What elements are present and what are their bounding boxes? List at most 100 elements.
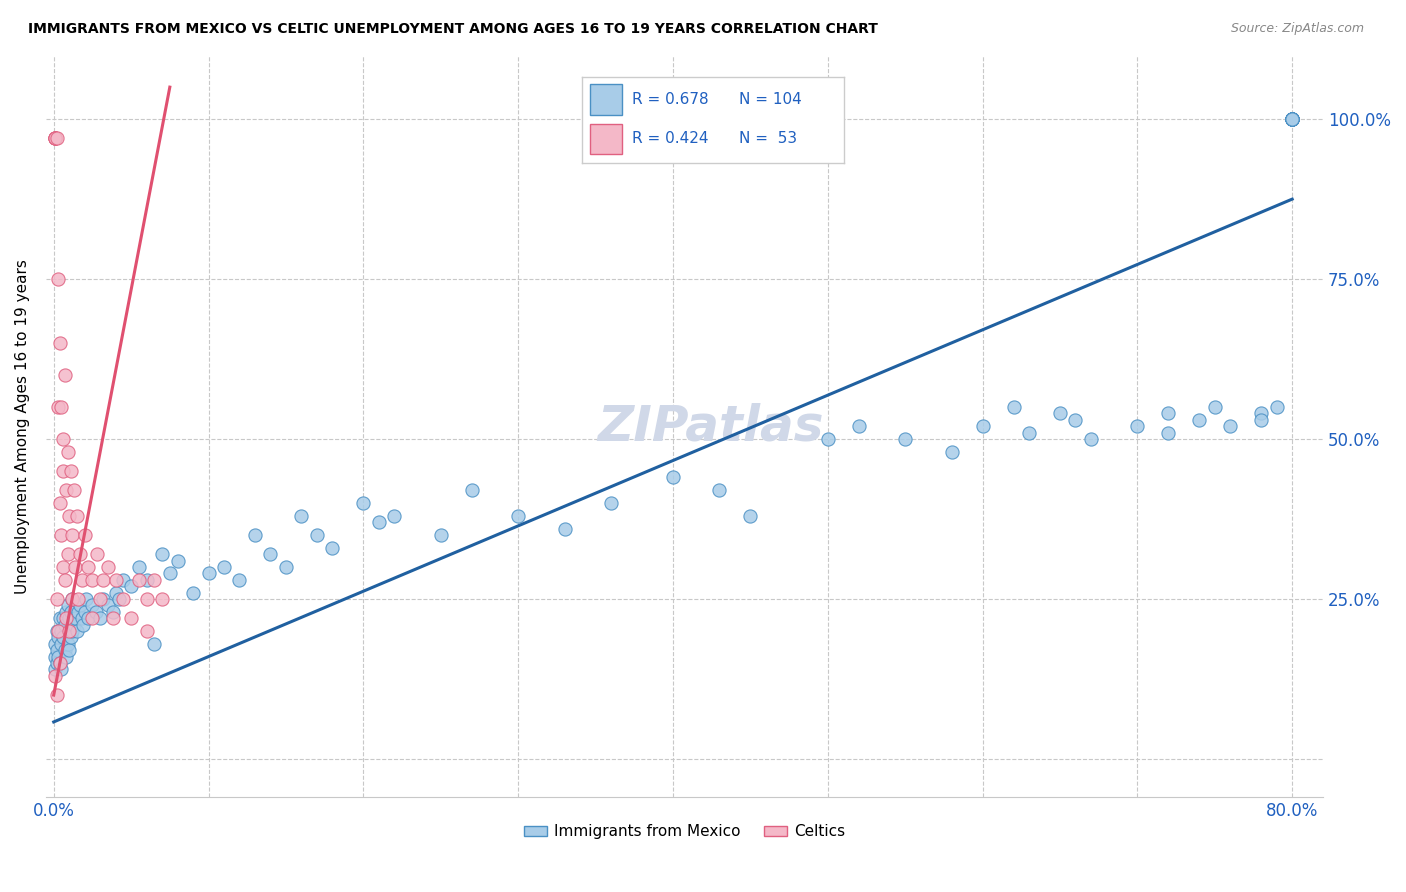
Point xyxy=(53,368,76,383)
Point xyxy=(60,528,83,542)
Point xyxy=(72,617,94,632)
Point xyxy=(59,605,82,619)
Point xyxy=(1281,112,1303,127)
Point xyxy=(55,483,77,498)
Point xyxy=(709,483,731,498)
Point xyxy=(45,592,67,607)
Point xyxy=(45,131,67,145)
Point xyxy=(1281,112,1303,127)
Point xyxy=(352,496,374,510)
Point xyxy=(290,508,312,523)
Point xyxy=(274,560,297,574)
Point xyxy=(59,631,82,645)
Point xyxy=(63,483,86,498)
Point xyxy=(135,624,157,638)
Point xyxy=(51,637,73,651)
Point xyxy=(1064,413,1087,427)
Point xyxy=(89,592,111,607)
Point xyxy=(58,508,80,523)
Point xyxy=(51,400,73,414)
Point xyxy=(554,522,576,536)
Point xyxy=(82,611,104,625)
Text: ZIPatlas: ZIPatlas xyxy=(598,402,824,450)
Point xyxy=(135,592,157,607)
Point xyxy=(1250,407,1272,421)
Point xyxy=(143,637,166,651)
Point xyxy=(53,573,76,587)
Point xyxy=(1157,407,1180,421)
Point xyxy=(48,400,70,414)
Point xyxy=(894,432,917,446)
Point xyxy=(321,541,343,555)
Point xyxy=(243,528,266,542)
Point xyxy=(48,624,70,638)
Point xyxy=(181,585,204,599)
Point xyxy=(1204,400,1226,414)
Point xyxy=(1281,112,1303,127)
Point xyxy=(101,611,124,625)
Point xyxy=(1281,112,1303,127)
Point xyxy=(44,131,66,145)
Point xyxy=(112,573,135,587)
Point xyxy=(53,643,76,657)
Point xyxy=(1281,112,1303,127)
Point xyxy=(1281,112,1303,127)
Point xyxy=(848,419,870,434)
Point xyxy=(740,508,762,523)
Point xyxy=(1002,400,1025,414)
Point xyxy=(49,496,72,510)
Point xyxy=(58,643,80,657)
Point xyxy=(166,554,188,568)
Point xyxy=(150,592,173,607)
Point xyxy=(429,528,451,542)
Point xyxy=(159,566,181,581)
Point xyxy=(150,547,173,561)
Point xyxy=(66,508,89,523)
Point xyxy=(65,560,87,574)
Point xyxy=(89,611,111,625)
Point xyxy=(107,592,129,607)
Point xyxy=(44,131,66,145)
Text: Source: ZipAtlas.com: Source: ZipAtlas.com xyxy=(1230,22,1364,36)
Point xyxy=(228,573,250,587)
Point xyxy=(75,592,97,607)
Point xyxy=(67,605,90,619)
Point xyxy=(1126,419,1149,434)
Point xyxy=(51,624,73,638)
Point xyxy=(91,573,114,587)
Point xyxy=(1219,419,1241,434)
Point xyxy=(1188,413,1211,427)
Point xyxy=(49,656,72,670)
Point xyxy=(65,611,87,625)
Point xyxy=(44,131,66,145)
Point xyxy=(45,624,67,638)
Point xyxy=(56,637,79,651)
Point xyxy=(60,624,83,638)
Point xyxy=(60,592,83,607)
Point xyxy=(120,579,142,593)
Point xyxy=(1157,425,1180,440)
Point xyxy=(60,592,83,607)
Legend: Immigrants from Mexico, Celtics: Immigrants from Mexico, Celtics xyxy=(517,818,852,846)
Text: IMMIGRANTS FROM MEXICO VS CELTIC UNEMPLOYMENT AMONG AGES 16 TO 19 YEARS CORRELAT: IMMIGRANTS FROM MEXICO VS CELTIC UNEMPLO… xyxy=(28,22,877,37)
Point xyxy=(44,669,66,683)
Point xyxy=(104,573,127,587)
Point xyxy=(69,599,91,613)
Y-axis label: Unemployment Among Ages 16 to 19 years: Unemployment Among Ages 16 to 19 years xyxy=(15,259,30,594)
Point xyxy=(45,656,67,670)
Point xyxy=(460,483,482,498)
Point xyxy=(49,656,72,670)
Point xyxy=(55,611,77,625)
Point xyxy=(55,605,77,619)
Point xyxy=(86,547,108,561)
Point xyxy=(53,617,76,632)
Point xyxy=(48,649,70,664)
Point xyxy=(56,547,79,561)
Point xyxy=(101,605,124,619)
Point xyxy=(817,432,839,446)
Point xyxy=(382,508,405,523)
Point xyxy=(82,573,104,587)
Point xyxy=(197,566,219,581)
Point xyxy=(49,336,72,351)
Point xyxy=(1250,413,1272,427)
